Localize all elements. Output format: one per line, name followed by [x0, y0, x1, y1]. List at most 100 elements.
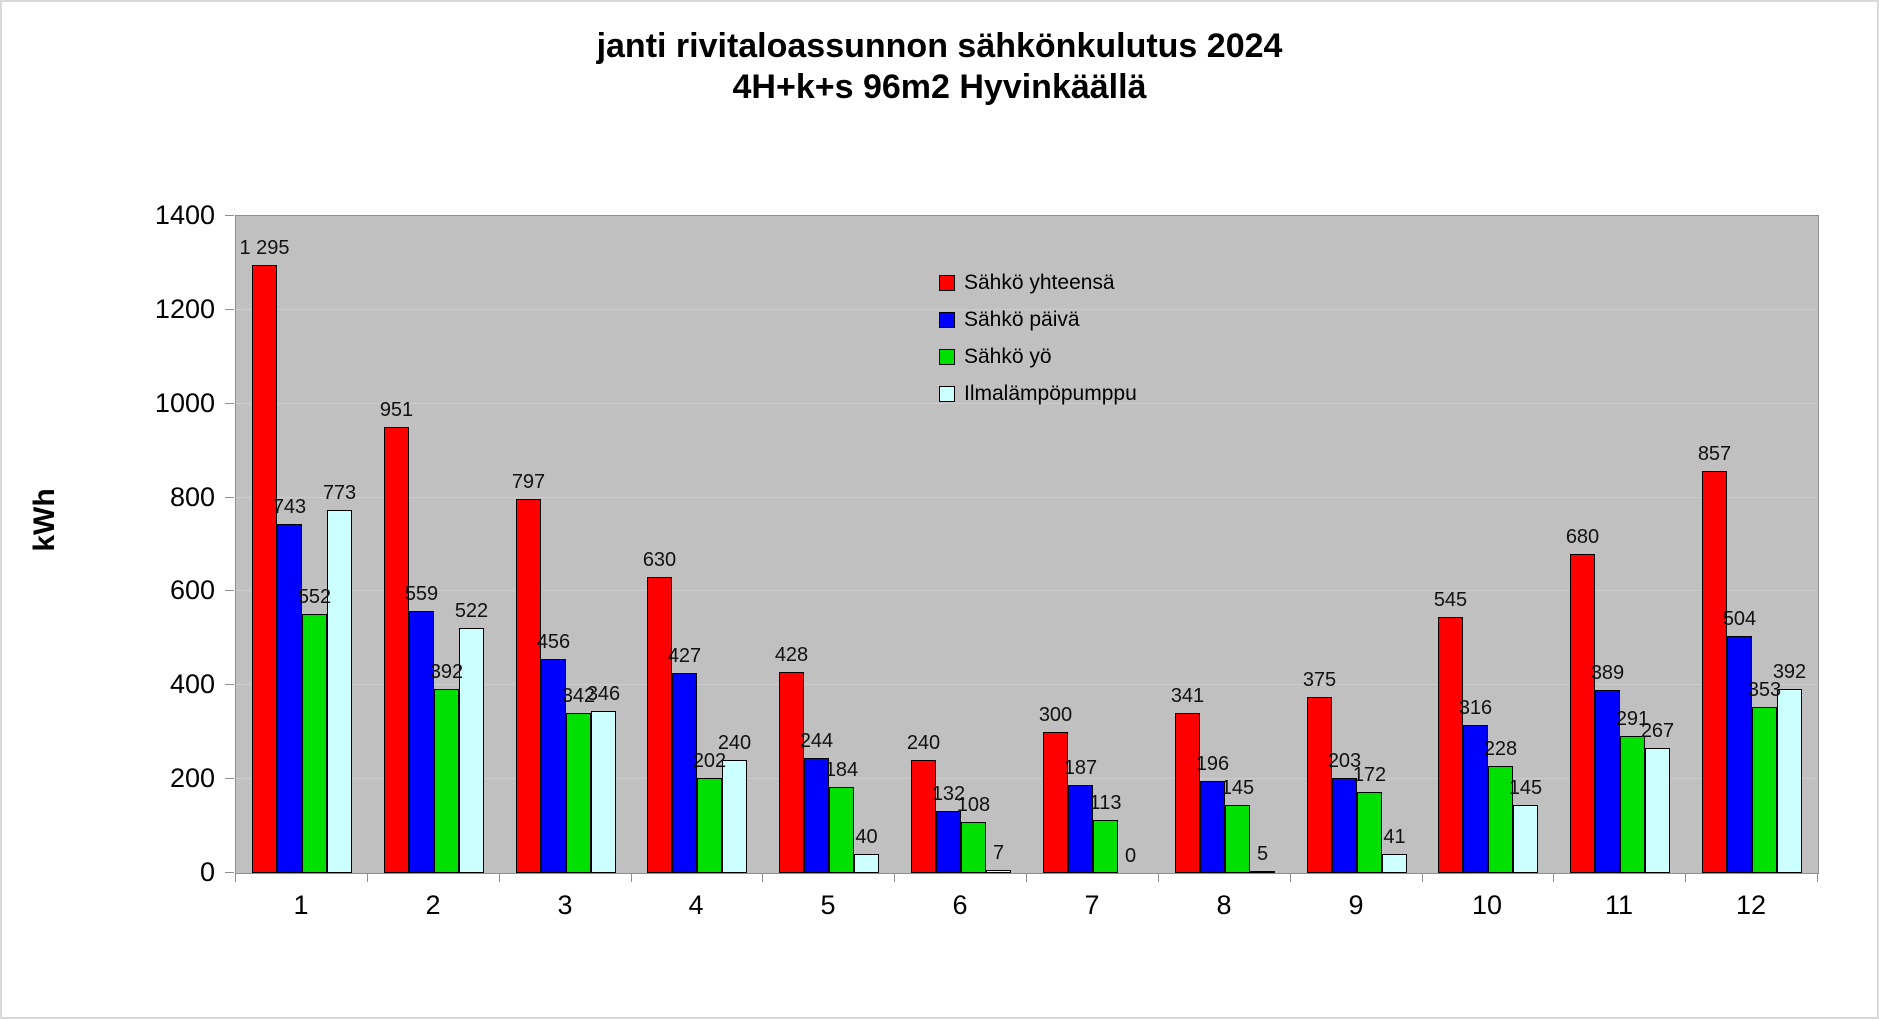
- x-axis-tick: [762, 873, 763, 882]
- y-axis-tick: [225, 497, 234, 498]
- y-axis-tick: [225, 778, 234, 779]
- legend-item: Sähkö yö: [939, 338, 1137, 375]
- bar-value-label: 951: [379, 399, 414, 421]
- bar-value-label: 1 295: [239, 237, 290, 259]
- legend: Sähkö yhteensä Sähkö päivä Sähkö yö Ilmaläm…: [939, 264, 1137, 412]
- y-tick-label: 800: [169, 482, 215, 512]
- chart-title-line1: janti rivitaloassunnon sähkönkulutus 202…: [596, 27, 1283, 65]
- bar: [1332, 778, 1357, 873]
- bar-value-label: 203: [1327, 750, 1362, 772]
- bar: [1488, 766, 1513, 873]
- x-tick-label: 10: [1471, 890, 1503, 920]
- x-axis-tick: [894, 873, 895, 882]
- bar-value-label: 375: [1302, 669, 1337, 691]
- bar: [1570, 554, 1595, 873]
- y-tick-label: 0: [199, 857, 215, 887]
- bar: [277, 524, 302, 873]
- bar-value-label: 0: [1124, 845, 1137, 867]
- legend-label: Ilmalämpöpumppu: [964, 381, 1137, 405]
- x-axis-tick: [1290, 873, 1291, 882]
- bar-value-label: 172: [1352, 764, 1387, 786]
- bar: [936, 811, 961, 873]
- bar-value-label: 456: [536, 631, 571, 653]
- y-axis-tick: [225, 590, 234, 591]
- bar: [327, 510, 352, 873]
- bar: [516, 499, 541, 873]
- bar-value-label: 392: [429, 661, 464, 683]
- x-axis-tick: [1553, 873, 1554, 882]
- plot-area: Sähkö yhteensä Sähkö päivä Sähkö yö Ilmaläm…: [235, 215, 1819, 874]
- bar: [1702, 471, 1727, 873]
- gridline: [236, 778, 1818, 779]
- y-tick-label: 1000: [154, 388, 215, 418]
- bar-value-label: 244: [799, 730, 834, 752]
- y-tick-label: 1200: [154, 294, 215, 324]
- bar-value-label: 346: [586, 683, 621, 705]
- bar-value-label: 196: [1195, 753, 1230, 775]
- bar-value-label: 145: [1508, 777, 1543, 799]
- bar-value-label: 797: [511, 471, 546, 493]
- bar-value-label: 291: [1615, 708, 1650, 730]
- x-axis-tick: [1817, 873, 1818, 882]
- x-tick-label: 2: [425, 890, 441, 920]
- bar: [1752, 707, 1777, 873]
- bar-value-label: 389: [1590, 662, 1625, 684]
- bar: [697, 778, 722, 873]
- gridline: [236, 684, 1818, 685]
- legend-label: Sähkö päivä: [964, 307, 1080, 331]
- bar: [804, 758, 829, 873]
- bar: [1093, 820, 1118, 873]
- bar-value-label: 773: [322, 482, 357, 504]
- bar-value-label: 145: [1220, 777, 1255, 799]
- bar-value-label: 341: [1170, 685, 1205, 707]
- bar: [541, 659, 566, 873]
- bar-value-label: 108: [956, 794, 991, 816]
- bar-value-label: 559: [404, 583, 439, 605]
- bar: [672, 673, 697, 873]
- bar: [1200, 781, 1225, 873]
- bar: [1382, 854, 1407, 873]
- x-axis-tick: [235, 873, 236, 882]
- bar: [1068, 785, 1093, 873]
- y-axis-tick: [225, 872, 234, 873]
- bar: [302, 614, 327, 873]
- x-tick-label: 9: [1348, 890, 1364, 920]
- gridline: [236, 403, 1818, 404]
- x-tick-label: 11: [1604, 890, 1634, 920]
- x-tick-label: 1: [293, 890, 309, 920]
- bar: [911, 760, 936, 873]
- bar: [459, 628, 484, 873]
- bar: [1043, 732, 1068, 873]
- y-axis-tick: [225, 684, 234, 685]
- bar-value-label: 41: [1383, 826, 1406, 848]
- bar-value-label: 132: [931, 783, 966, 805]
- bar: [384, 427, 409, 873]
- y-axis-tick: [225, 215, 234, 216]
- bar-value-label: 428: [774, 644, 809, 666]
- x-tick-label: 3: [557, 890, 573, 920]
- bar: [409, 611, 434, 873]
- bar: [829, 787, 854, 873]
- bar: [1357, 792, 1382, 873]
- bar-value-label: 743: [272, 496, 307, 518]
- bar-value-label: 267: [1640, 720, 1675, 742]
- chart-title-line2: 4H+k+s 96m2 Hyvinkäällä: [732, 68, 1147, 107]
- bar-value-label: 680: [1565, 526, 1600, 548]
- bar-value-label: 5: [1256, 843, 1269, 865]
- bar: [591, 711, 616, 873]
- bar-value-label: 240: [717, 732, 752, 754]
- bar-value-label: 187: [1063, 757, 1098, 779]
- bar-value-label: 630: [642, 549, 677, 571]
- bar-value-label: 545: [1433, 589, 1468, 611]
- bar-value-label: 427: [667, 645, 702, 667]
- legend-swatch: [939, 311, 955, 328]
- y-axis-tick: [225, 309, 234, 310]
- bar: [722, 760, 747, 873]
- bar: [779, 672, 804, 873]
- y-tick-label: 600: [169, 575, 215, 605]
- bar: [252, 265, 277, 873]
- bar-value-label: 392: [1772, 661, 1807, 683]
- x-tick-label: 4: [688, 890, 704, 920]
- legend-item: Sähkö yhteensä: [939, 264, 1137, 301]
